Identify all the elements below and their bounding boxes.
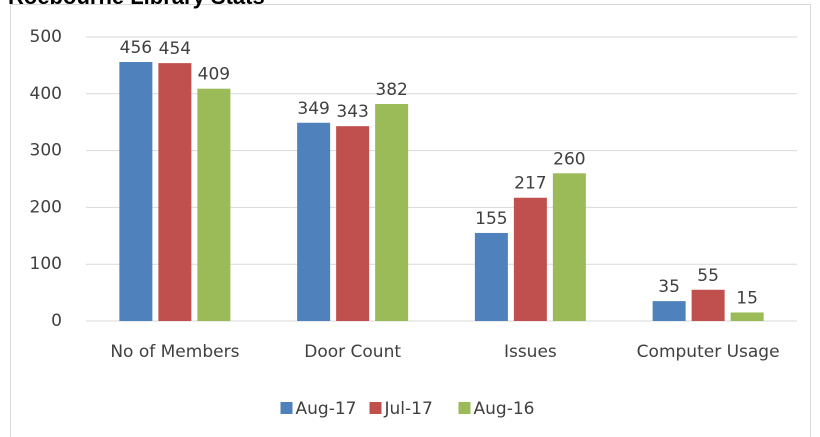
- bar: [474, 232, 508, 321]
- value-label: 155: [475, 209, 507, 229]
- value-label: 456: [120, 38, 152, 58]
- value-label: 35: [658, 277, 680, 297]
- bar: [158, 63, 192, 322]
- bar: [375, 104, 409, 321]
- y-tick-label: 0: [51, 311, 62, 331]
- bar: [336, 126, 370, 322]
- y-tick-label: 200: [30, 197, 62, 217]
- y-tick-label: 300: [30, 141, 62, 161]
- y-tick-label: 500: [30, 27, 62, 47]
- bar: [652, 301, 686, 321]
- bar: [552, 173, 586, 321]
- bar: [513, 197, 547, 321]
- bar: [119, 61, 153, 321]
- bar: [197, 88, 231, 321]
- chart-title: Roebourne Library Stats: [8, 0, 265, 9]
- value-label: 409: [198, 65, 230, 85]
- y-tick-label: 400: [30, 84, 62, 104]
- legend-swatch: [458, 402, 471, 414]
- bar: [730, 312, 764, 321]
- value-label: 260: [553, 149, 585, 169]
- value-label: 15: [736, 288, 758, 308]
- legend-swatch: [369, 402, 382, 414]
- value-label: 349: [297, 99, 329, 119]
- bar: [297, 122, 331, 321]
- legend-label: Aug-16: [474, 399, 535, 419]
- x-tick-label: Door Count: [304, 342, 401, 362]
- legend-label: Jul-17: [384, 399, 433, 419]
- value-label: 382: [375, 80, 407, 100]
- x-tick-label: Computer Usage: [637, 342, 780, 362]
- bar: [691, 289, 725, 321]
- value-label: 55: [697, 266, 719, 286]
- legend-swatch: [280, 402, 293, 414]
- value-label: 217: [514, 174, 546, 194]
- x-tick-label: No of Members: [110, 342, 239, 362]
- legend-label: Aug-17: [296, 399, 357, 419]
- value-label: 454: [159, 39, 191, 59]
- x-tick-label: Issues: [504, 342, 557, 362]
- y-tick-label: 100: [30, 254, 62, 274]
- value-label: 343: [336, 102, 368, 122]
